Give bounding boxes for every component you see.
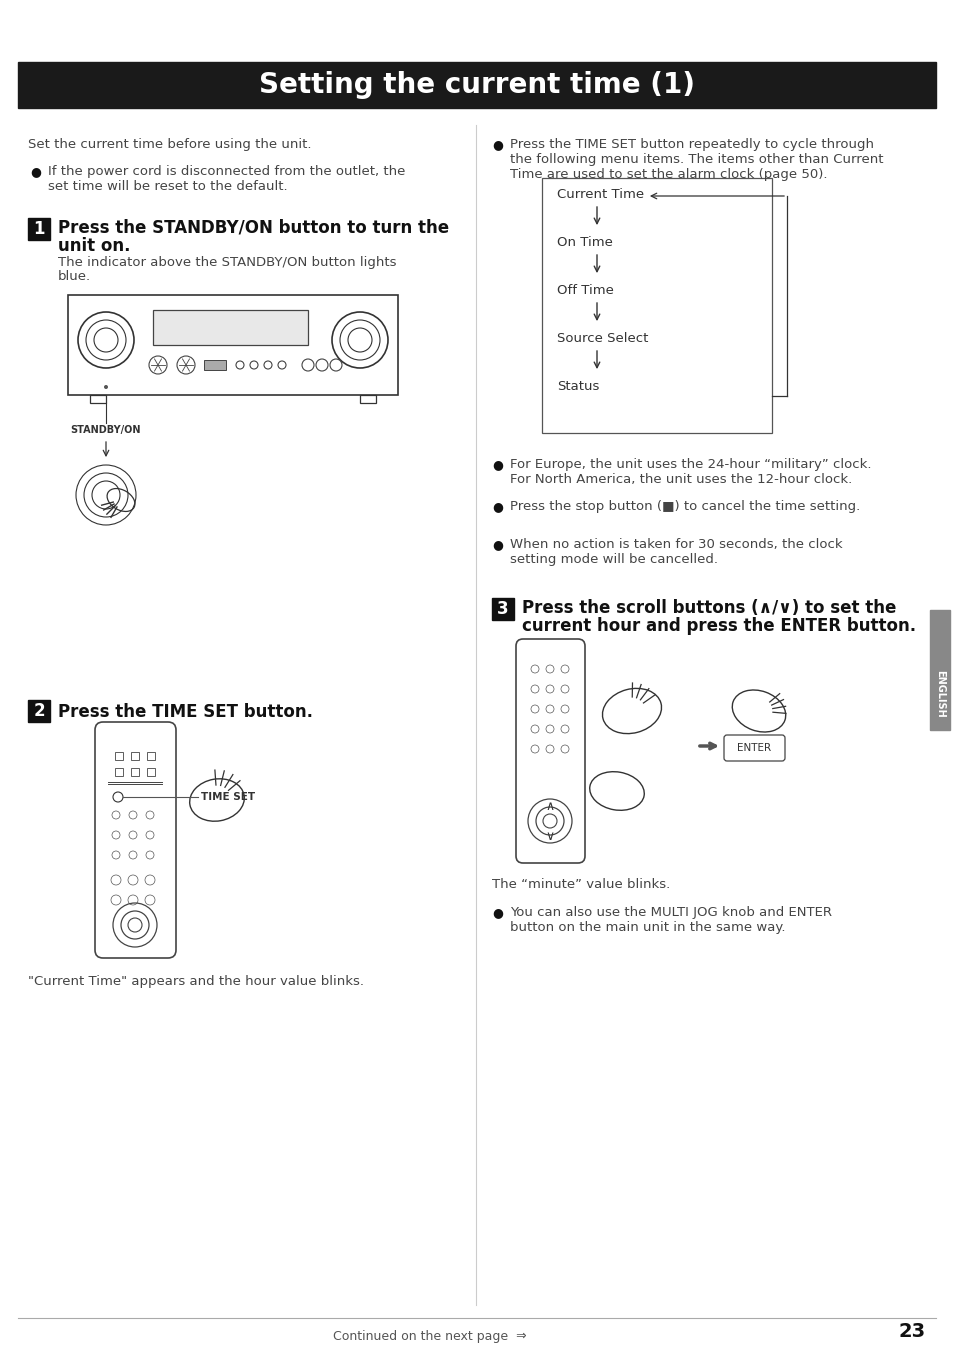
Text: The indicator above the STANDBY/ON button lights: The indicator above the STANDBY/ON butto…: [58, 256, 396, 270]
Text: Press the scroll buttons (∧/∨) to set the: Press the scroll buttons (∧/∨) to set th…: [521, 599, 896, 617]
Text: If the power cord is disconnected from the outlet, the: If the power cord is disconnected from t…: [48, 164, 405, 178]
Bar: [68, 295, 397, 395]
Bar: [28, 700, 50, 723]
Text: ENGLISH: ENGLISH: [934, 670, 944, 717]
Text: For North America, the unit uses the 12-hour clock.: For North America, the unit uses the 12-…: [510, 473, 851, 487]
Text: 23: 23: [898, 1322, 924, 1341]
Text: When no action is taken for 30 seconds, the clock: When no action is taken for 30 seconds, …: [510, 538, 841, 551]
Text: ●: ●: [492, 137, 502, 151]
Bar: [90, 395, 106, 403]
Text: ●: ●: [492, 458, 502, 470]
Text: ∨: ∨: [545, 830, 554, 844]
Text: ∧: ∧: [545, 801, 554, 813]
Text: Status: Status: [557, 380, 598, 394]
Text: Press the TIME SET button repeatedly to cycle through: Press the TIME SET button repeatedly to …: [510, 137, 873, 151]
Text: ENTER: ENTER: [736, 743, 770, 754]
Text: Press the TIME SET button.: Press the TIME SET button.: [58, 704, 313, 721]
Bar: [541, 178, 771, 433]
Bar: [152, 310, 308, 345]
Bar: [28, 218, 50, 240]
Text: 3: 3: [497, 600, 508, 617]
Text: You can also use the MULTI JOG knob and ENTER: You can also use the MULTI JOG knob and …: [510, 906, 831, 919]
Text: Current Time: Current Time: [557, 187, 643, 201]
Text: ●: ●: [30, 164, 41, 178]
Text: Time are used to set the alarm clock (page 50).: Time are used to set the alarm clock (pa…: [510, 168, 826, 181]
Text: STANDBY/ON: STANDBY/ON: [71, 425, 141, 435]
Bar: [204, 360, 226, 369]
Text: set time will be reset to the default.: set time will be reset to the default.: [48, 181, 287, 193]
Text: button on the main unit in the same way.: button on the main unit in the same way.: [510, 921, 784, 934]
Bar: [492, 599, 514, 620]
Text: current hour and press the ENTER button.: current hour and press the ENTER button.: [521, 617, 915, 635]
Bar: [18, 62, 935, 108]
Text: Setting the current time (1): Setting the current time (1): [258, 71, 695, 98]
Text: unit on.: unit on.: [58, 237, 131, 255]
Text: "Current Time" appears and the hour value blinks.: "Current Time" appears and the hour valu…: [28, 975, 364, 988]
Text: Off Time: Off Time: [557, 284, 613, 297]
Bar: [929, 611, 949, 731]
Text: The “minute” value blinks.: The “minute” value blinks.: [492, 878, 670, 891]
Text: 1: 1: [33, 220, 45, 239]
Text: ●: ●: [492, 906, 502, 919]
Circle shape: [104, 386, 108, 390]
Text: the following menu items. The items other than Current: the following menu items. The items othe…: [510, 154, 882, 166]
Text: 2: 2: [33, 702, 45, 720]
Text: blue.: blue.: [58, 270, 91, 283]
Text: Set the current time before using the unit.: Set the current time before using the un…: [28, 137, 312, 151]
Text: ●: ●: [492, 500, 502, 514]
Text: Source Select: Source Select: [557, 332, 648, 345]
Text: TIME SET: TIME SET: [201, 793, 254, 802]
Bar: [359, 395, 375, 403]
Text: ●: ●: [492, 538, 502, 551]
Text: setting mode will be cancelled.: setting mode will be cancelled.: [510, 553, 718, 566]
Text: On Time: On Time: [557, 236, 612, 249]
Text: Press the STANDBY/ON button to turn the: Press the STANDBY/ON button to turn the: [58, 218, 449, 237]
Text: For Europe, the unit uses the 24-hour “military” clock.: For Europe, the unit uses the 24-hour “m…: [510, 458, 871, 470]
Text: Continued on the next page  ⇒: Continued on the next page ⇒: [333, 1330, 526, 1343]
Text: Press the stop button (■) to cancel the time setting.: Press the stop button (■) to cancel the …: [510, 500, 860, 514]
